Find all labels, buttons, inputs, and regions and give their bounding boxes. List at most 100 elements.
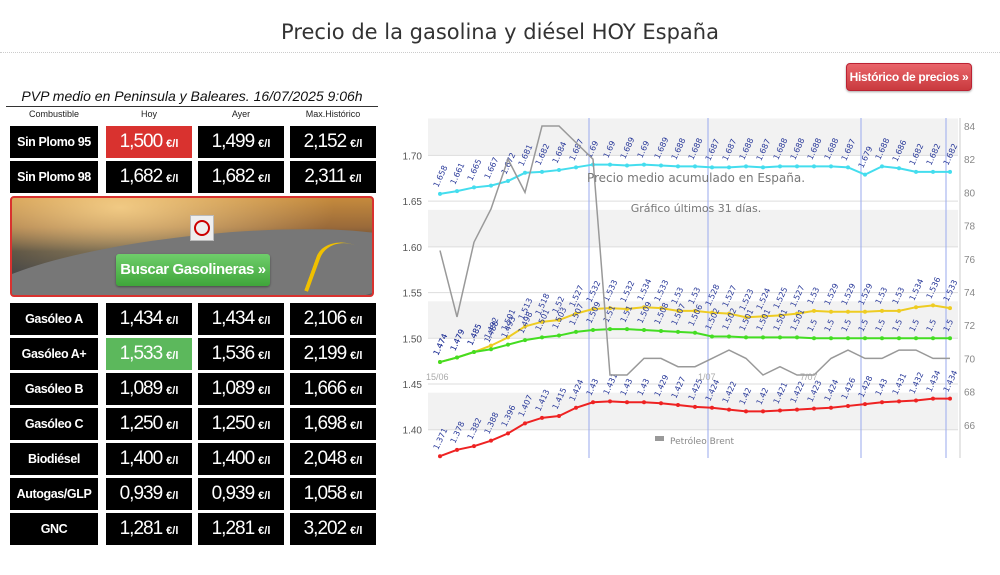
data-point [914, 398, 918, 403]
fuel-name: Autogas/GLP [10, 478, 98, 510]
price-value: 1,434 [211, 308, 256, 329]
data-point [812, 336, 816, 341]
data-point [608, 306, 612, 311]
data-point [608, 327, 612, 332]
data-label: 1.661 [449, 161, 467, 186]
fuel-row-gasoleo-a: Gasóleo A+ 1,533 €/l 1,536 €/l 2,199 €/l [10, 338, 376, 370]
data-point [693, 164, 697, 169]
data-point [676, 329, 680, 334]
data-point [540, 415, 544, 420]
gasolineras-banner[interactable]: Buscar Gasolineras » [10, 196, 374, 297]
data-point [659, 328, 663, 333]
price-value: 2,048 [303, 448, 348, 469]
y2-tick-label: 80 [964, 188, 976, 199]
price-ayer: 1,682 €/l [198, 161, 284, 193]
data-point [489, 343, 493, 348]
chart-band [428, 392, 958, 430]
price-value: 1,682 [211, 166, 256, 187]
price-unit: €/l [166, 455, 179, 467]
data-point [778, 408, 782, 413]
data-label: 1.667 [483, 156, 501, 181]
price-value: 0,939 [211, 483, 256, 504]
price-max: 3,202 €/l [290, 513, 376, 545]
price-unit: €/l [258, 420, 271, 432]
price-hoy: 1,281 €/l [106, 513, 192, 545]
x-tick-label: 1/07 [698, 372, 716, 382]
data-point [710, 310, 714, 315]
data-point [863, 172, 867, 177]
y-tick-label: 1.60 [403, 243, 423, 254]
price-max: 2,152 €/l [290, 126, 376, 158]
y2-tick-label: 68 [964, 388, 976, 399]
data-label: 1.536 [925, 276, 943, 301]
price-unit: €/l [258, 138, 271, 150]
data-label: 1.532 [619, 279, 637, 304]
data-point [438, 360, 442, 365]
price-value: 1,500 [119, 131, 164, 152]
data-point [574, 165, 578, 170]
data-label: 1.534 [636, 277, 654, 302]
y2-tick-label: 74 [964, 288, 976, 299]
chart-subtitle: Gráfico últimos 31 días. [631, 202, 762, 215]
historico-precios-button[interactable]: Histórico de precios » [846, 63, 972, 91]
data-point [744, 315, 748, 320]
data-point [659, 401, 663, 406]
fuel-name: GNC [10, 513, 98, 545]
data-point [829, 405, 833, 410]
price-max: 2,106 €/l [290, 303, 376, 335]
data-point [455, 447, 459, 452]
y2-tick-label: 76 [964, 255, 976, 266]
chart-band [428, 209, 958, 247]
price-value: 1,250 [211, 413, 256, 434]
data-point [744, 335, 748, 340]
data-point [795, 335, 799, 340]
data-point [608, 399, 612, 404]
chart-band [428, 118, 958, 156]
fuel-name: Biodiésel [10, 443, 98, 475]
data-point [931, 169, 935, 174]
price-unit: €/l [258, 173, 271, 185]
fuel-row-sin-plomo-98: Sin Plomo 98 1,682 €/l 1,682 €/l 2,311 €/l [10, 161, 376, 193]
price-value: 2,199 [303, 343, 348, 364]
price-unit: €/l [350, 525, 363, 537]
data-point [812, 406, 816, 411]
data-point [744, 164, 748, 169]
y-tick-label: 1.55 [403, 289, 423, 300]
data-label: 1.434 [942, 369, 960, 394]
data-point [676, 403, 680, 408]
data-point [863, 402, 867, 407]
data-point [523, 421, 527, 426]
price-value: 1,089 [119, 378, 164, 399]
price-hoy: 1,682 €/l [106, 161, 192, 193]
data-point [591, 307, 595, 312]
price-value: 1,536 [211, 343, 256, 364]
data-point [727, 334, 731, 339]
data-point [489, 438, 493, 443]
data-point [574, 329, 578, 334]
data-label: 1.533 [942, 278, 960, 303]
data-point [642, 400, 646, 405]
price-value: 1,400 [119, 448, 164, 469]
data-point [931, 396, 935, 401]
data-point [846, 336, 850, 341]
data-point [523, 324, 527, 329]
data-point [676, 164, 680, 169]
data-point [472, 350, 476, 354]
price-ayer: 1,281 €/l [198, 513, 284, 545]
data-label: 1.533 [653, 278, 671, 303]
data-point [914, 305, 918, 310]
y2-tick-label: 72 [964, 321, 976, 332]
data-point [795, 407, 799, 412]
data-point [659, 163, 663, 168]
price-value: 1,058 [303, 483, 348, 504]
data-point [931, 303, 935, 308]
data-point [727, 407, 731, 412]
page-title: Precio de la gasolina y diésel HOY Españ… [281, 20, 719, 44]
data-point [693, 330, 697, 335]
data-point [880, 400, 884, 405]
buscar-gasolineras-button[interactable]: Buscar Gasolineras » [116, 254, 270, 286]
price-value: 1,089 [211, 378, 256, 399]
price-unit: €/l [350, 315, 363, 327]
data-point [455, 189, 459, 194]
price-hoy: 1,089 €/l [106, 373, 192, 405]
